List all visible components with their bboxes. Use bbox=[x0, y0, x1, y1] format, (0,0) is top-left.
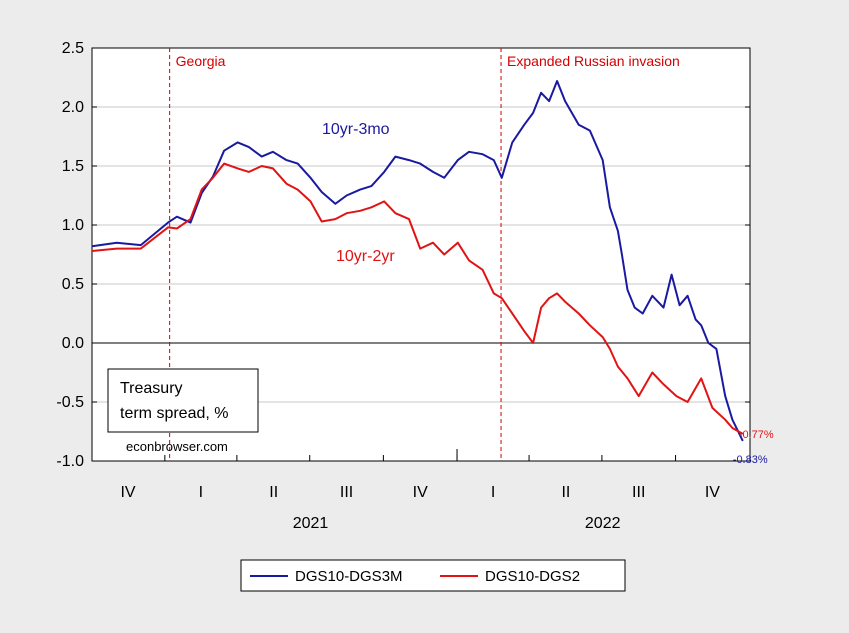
x-quarter-label: II bbox=[561, 484, 570, 501]
gridlines bbox=[92, 106, 750, 403]
y-axis-ticks: 2.5 2.0 1.5 1.0 0.5 0.0 -0.5 -1.0 bbox=[56, 40, 750, 470]
note-line-2: term spread, % bbox=[120, 405, 228, 422]
series-end-label: -0.83% bbox=[733, 454, 768, 466]
x-quarter-label: II bbox=[269, 484, 278, 501]
y-tick-label: 0.5 bbox=[62, 276, 84, 293]
event-label: Georgia bbox=[176, 53, 226, 69]
x-quarter-label: III bbox=[632, 484, 645, 501]
series-inline-labels: 10yr-3mo -0.83% 10yr-2yr -0.77% bbox=[322, 121, 774, 466]
legend: DGS10-DGS3M DGS10-DGS2 bbox=[240, 559, 626, 592]
y-tick-label: 1.5 bbox=[62, 158, 84, 175]
event-label: Expanded Russian invasion bbox=[507, 53, 680, 69]
x-year-label: 2022 bbox=[585, 515, 621, 532]
event-markers: Georgia Expanded Russian invasion bbox=[169, 48, 680, 461]
series-line bbox=[91, 162, 744, 435]
series-lines bbox=[91, 80, 744, 442]
legend-label-dgs10-dgs3m: DGS10-DGS3M bbox=[295, 568, 403, 585]
y-tick-label: 0.0 bbox=[62, 335, 84, 352]
y-tick-label: 1.0 bbox=[62, 217, 84, 234]
y-tick-label: -1.0 bbox=[56, 453, 84, 470]
series-end-label: -0.77% bbox=[739, 429, 774, 441]
y-tick-label: -0.5 bbox=[56, 394, 84, 411]
x-quarter-label: IV bbox=[120, 484, 135, 501]
note-box: Treasury term spread, % bbox=[107, 368, 259, 433]
note-line-1: Treasury bbox=[120, 380, 183, 397]
x-quarter-label: I bbox=[491, 484, 495, 501]
x-quarter-label: IV bbox=[705, 484, 720, 501]
x-quarter-label: IV bbox=[413, 484, 428, 501]
y-tick-label: 2.0 bbox=[62, 99, 84, 116]
series-line bbox=[91, 80, 744, 442]
x-year-label: 2021 bbox=[293, 515, 329, 532]
series-inline-label: 10yr-2yr bbox=[336, 248, 395, 265]
legend-frame bbox=[240, 559, 626, 592]
x-quarter-label: III bbox=[340, 484, 353, 501]
series-inline-label: 10yr-3mo bbox=[322, 121, 390, 138]
note-box-frame bbox=[107, 368, 259, 433]
legend-label-dgs10-dgs2: DGS10-DGS2 bbox=[485, 568, 580, 585]
x-quarter-label: I bbox=[199, 484, 203, 501]
y-tick-label: 2.5 bbox=[62, 40, 84, 57]
source-label: econbrowser.com bbox=[126, 439, 228, 454]
